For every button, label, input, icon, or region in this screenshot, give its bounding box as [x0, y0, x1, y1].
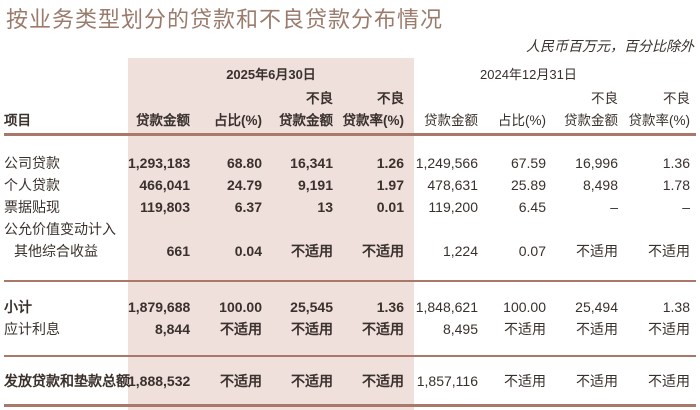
table-cell: 1.78	[662, 177, 690, 193]
table-cell: 不适用	[576, 373, 618, 389]
current-period-highlight	[128, 58, 414, 410]
table-cell: 1.26	[376, 155, 404, 171]
col-loan-amount-2024: 贷款金额	[424, 113, 478, 128]
col-npl-amount-2024: 贷款金额	[564, 113, 618, 128]
table-cell: 8,844	[154, 321, 190, 337]
table-cell: 6.45	[518, 199, 546, 215]
table-cell: 不适用	[362, 373, 404, 389]
table-cell: 0.01	[376, 199, 404, 215]
col-npl-amount-2024-top: 不良	[591, 91, 618, 106]
table-cell: 100.00	[503, 299, 546, 315]
row-label: 应计利息	[4, 321, 60, 337]
period-2024-header: 2024年12月31日	[480, 67, 577, 82]
header-divider	[4, 133, 696, 136]
table-cell: 不适用	[362, 321, 404, 337]
col-npl-amount-2025: 贷款金额	[279, 113, 333, 128]
table-cell: 1.97	[376, 177, 404, 193]
row-label: 个人贷款	[4, 177, 60, 193]
table-cell: 25.89	[510, 177, 546, 193]
table-cell: 6.37	[234, 199, 262, 215]
table-cell: 25,545	[290, 299, 333, 315]
table-cell: 不适用	[220, 373, 262, 389]
table-cell: 0.07	[518, 243, 546, 259]
table-cell: 不适用	[504, 373, 546, 389]
table-cell: 8,495	[442, 321, 478, 337]
table-cell: 1,293,183	[128, 155, 191, 171]
col-npl-amount-2025-top: 不良	[306, 91, 333, 106]
table-cell: 67.59	[510, 155, 546, 171]
table-cell: 不适用	[291, 373, 333, 389]
table-cell: 100.00	[219, 299, 262, 315]
section-divider-1	[4, 280, 696, 282]
table-cell: 1.36	[662, 155, 690, 171]
col-share-2025: 占比(%)	[214, 113, 262, 128]
section-divider-2	[4, 355, 696, 357]
table-cell: 24.79	[226, 177, 262, 193]
table-cell: 1,848,621	[415, 299, 478, 315]
table-cell: 不适用	[648, 321, 690, 337]
table-cell: –	[682, 199, 690, 215]
table-cell: 466,041	[139, 177, 190, 193]
table-cell: 119,200	[428, 199, 478, 215]
table-cell: 1,879,688	[128, 299, 191, 315]
col-npl-ratio-2025-top: 不良	[377, 91, 404, 106]
unit-note: 人民币百万元，百分比除外	[526, 38, 694, 54]
col-loan-amount-2025: 贷款金额	[136, 113, 190, 128]
table-cell: 68.80	[226, 155, 262, 171]
table-cell: 661	[166, 243, 190, 259]
table-cell: 0.04	[234, 243, 262, 259]
table-bottom-border	[4, 404, 696, 407]
page-title: 按业务类型划分的贷款和不良贷款分布情况	[6, 8, 444, 33]
table-cell: 不适用	[291, 321, 333, 337]
col-npl-ratio-2025: 贷款率(%)	[342, 113, 405, 128]
period-2025-header: 2025年6月30日	[226, 67, 316, 82]
col-npl-ratio-2024-top: 不良	[663, 91, 690, 106]
table-cell: 1.38	[662, 299, 690, 315]
row-label: 公允价值变动计入	[4, 221, 116, 237]
row-label: 票据贴现	[4, 199, 60, 215]
table-cell: 25,494	[575, 299, 618, 315]
table-cell: 1.36	[376, 299, 404, 315]
col-share-2024: 占比(%)	[498, 113, 546, 128]
table-cell: 1,224	[442, 243, 478, 259]
table-cell: 1,888,532	[128, 373, 191, 389]
col-item: 项目	[4, 113, 31, 128]
table-cell: 8,498	[582, 177, 618, 193]
table-cell: –	[610, 199, 618, 215]
row-label: 小计	[4, 299, 32, 315]
table-cell: 13	[317, 199, 333, 215]
table-cell: 16,996	[575, 155, 618, 171]
table-cell: 9,191	[297, 177, 333, 193]
table-cell: 不适用	[648, 373, 690, 389]
table-cell: 不适用	[576, 321, 618, 337]
table-cell: 119,803	[140, 199, 190, 215]
table-cell: 1,249,566	[415, 155, 478, 171]
table-cell: 不适用	[291, 243, 333, 259]
row-label: 其他综合收益	[14, 243, 98, 259]
table-cell: 不适用	[220, 321, 262, 337]
table-cell: 16,341	[290, 155, 333, 171]
table-cell: 不适用	[504, 321, 546, 337]
col-npl-ratio-2024: 贷款率(%)	[628, 113, 691, 128]
table-cell: 不适用	[648, 243, 690, 259]
table-cell: 不适用	[576, 243, 618, 259]
row-label: 发放贷款和垫款总额	[4, 373, 130, 389]
table-cell: 不适用	[362, 243, 404, 259]
row-label: 公司贷款	[4, 155, 60, 171]
table-cell: 1,857,116	[416, 373, 478, 389]
table-cell: 478,631	[427, 177, 478, 193]
